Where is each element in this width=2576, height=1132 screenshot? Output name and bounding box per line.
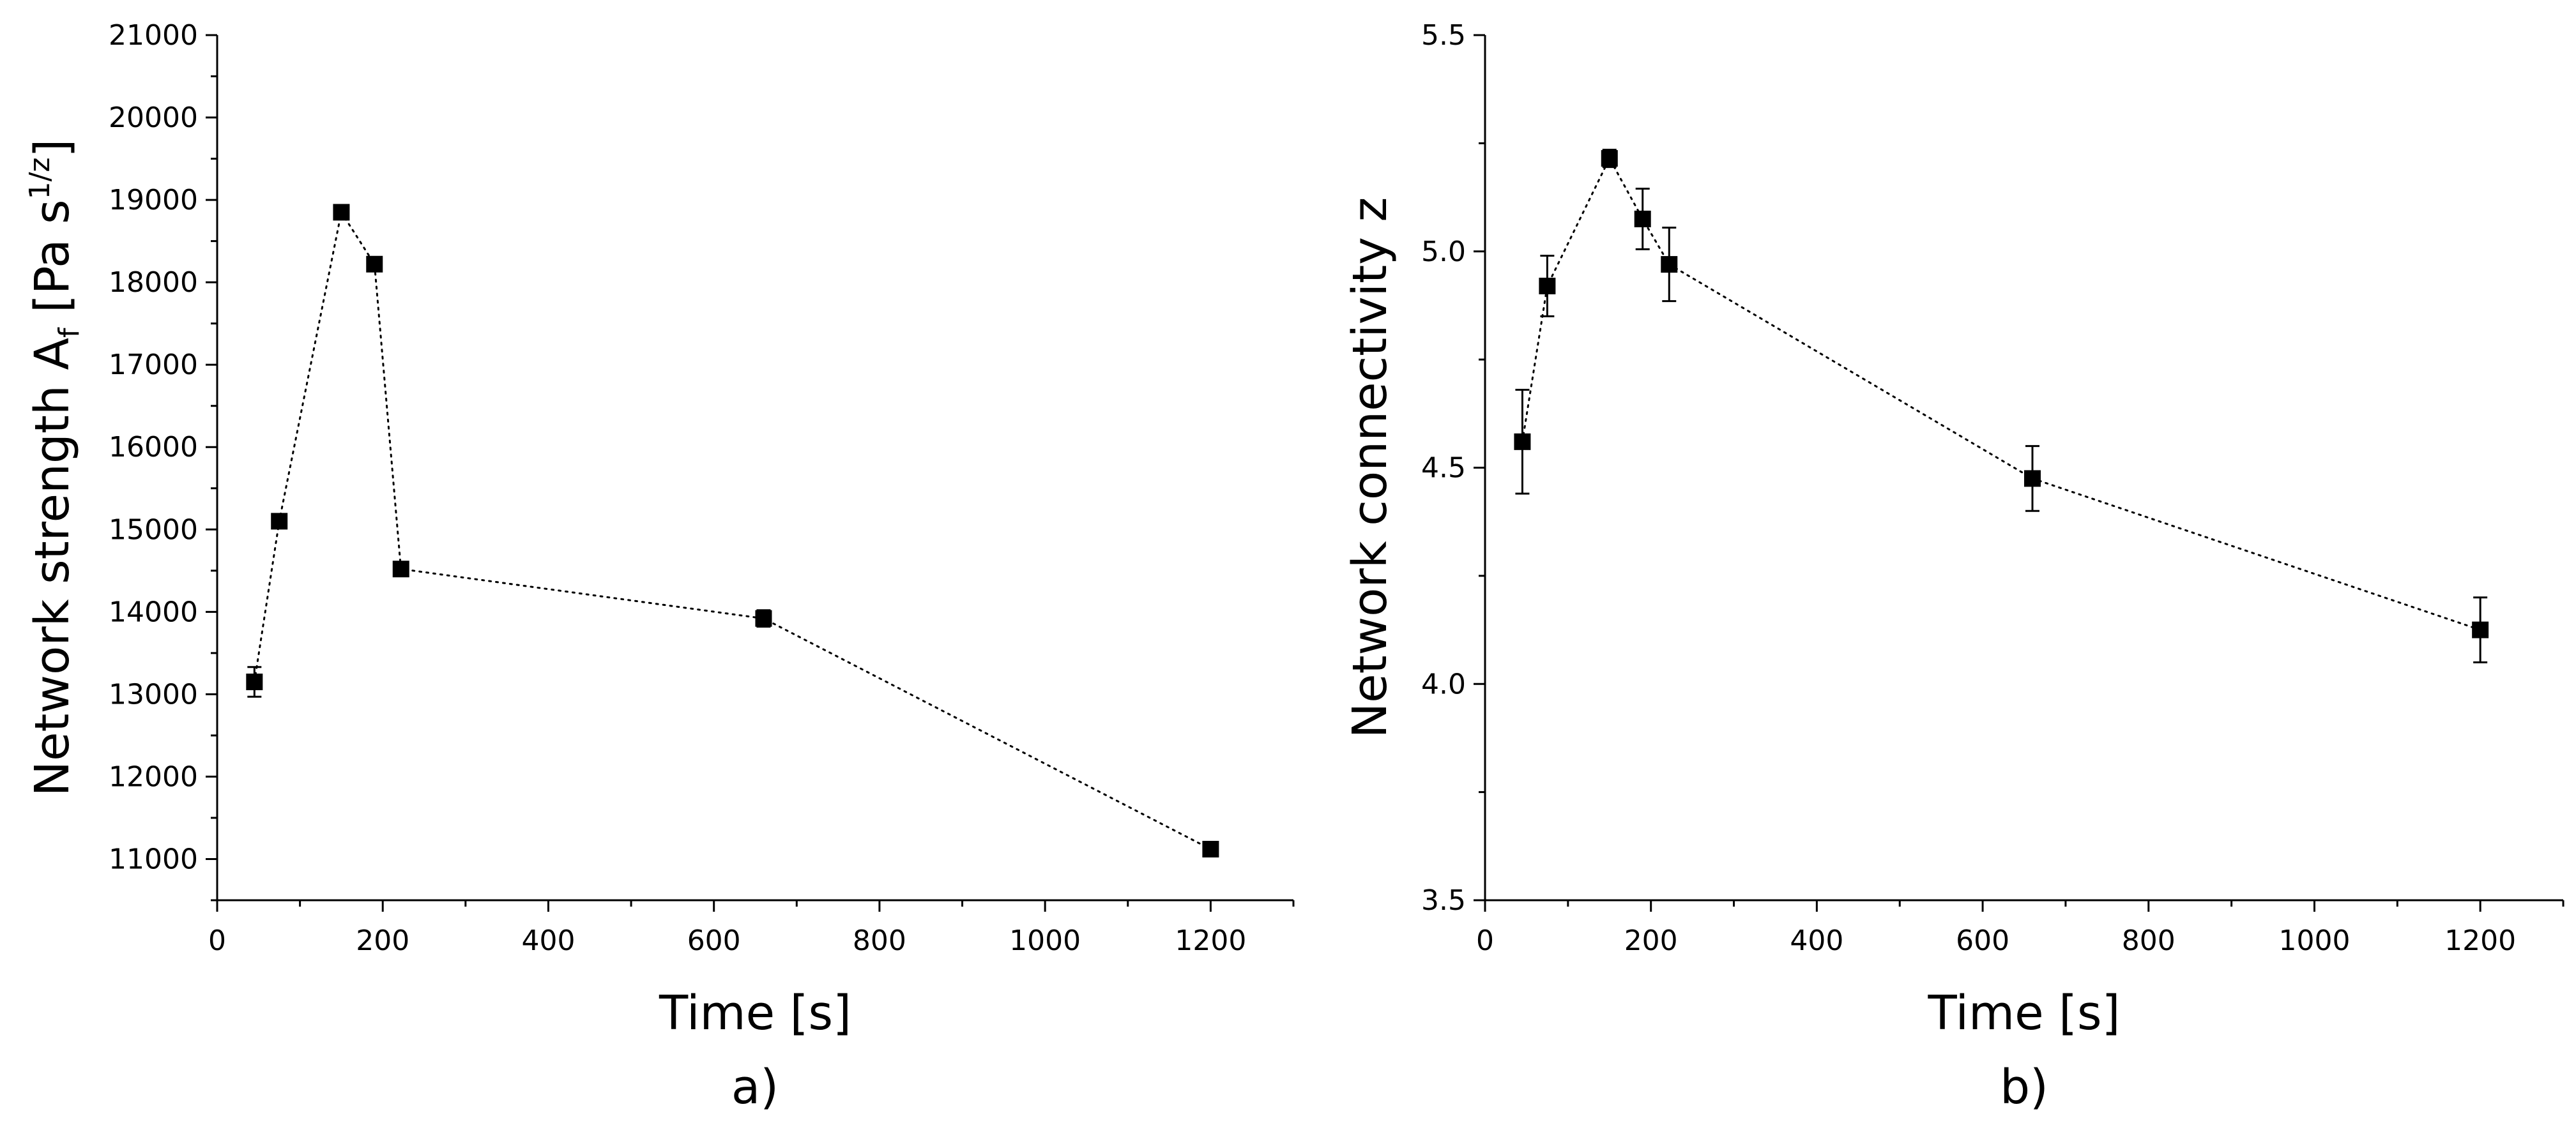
data-point [1514, 433, 1531, 450]
panel-b-network-connectivity-chart: 0 200 400 600 800 1000 1200 3.5 4.0 4.5 5.0 5.5 Time… [1343, 19, 2565, 1115]
x-axis-title: Time [s] [659, 986, 851, 1041]
y-axis-title: Network strength Af [Pa s1/z] [24, 139, 86, 797]
y-tick-label: 5.0 [1421, 236, 1466, 268]
y-tick-label: 4.5 [1421, 452, 1466, 485]
y-axis-title: Network connectivity z [1343, 197, 1398, 739]
x-axis-title: Time [s] [1928, 986, 2121, 1041]
y-tick-label: 14000 [109, 596, 198, 628]
x-tick-label: 1200 [2444, 924, 2516, 957]
data-point [2472, 621, 2489, 638]
x-tick-label: 600 [1956, 924, 2009, 957]
data-point [246, 674, 263, 691]
panel-a-network-strength-chart: 0 200 400 600 800 1000 1200 11000 12000 13000 1400… [24, 19, 1295, 1115]
y-tick-label: 17000 [109, 349, 198, 381]
y-tick-label: 16000 [109, 431, 198, 464]
y-tick-label: 15000 [109, 513, 198, 546]
x-tick-label: 200 [356, 924, 409, 957]
y-tick-label: 5.5 [1421, 19, 1466, 52]
x-tick-label: 1000 [1009, 924, 1081, 957]
y-tick-label: 18000 [109, 266, 198, 299]
y-tick-label: 12000 [109, 760, 198, 793]
x-tick-label: 0 [1476, 924, 1494, 957]
series-connector-line [1521, 156, 2481, 631]
data-point [755, 610, 772, 627]
x-tick-label: 0 [208, 924, 226, 957]
data-point [366, 255, 383, 273]
data-point [1202, 840, 1219, 857]
data-point [1634, 210, 1651, 227]
x-tick-label: 400 [1790, 924, 1843, 957]
data-point [392, 561, 409, 578]
y-tick-label: 3.5 [1421, 884, 1466, 917]
x-tick-label: 200 [1624, 924, 1678, 957]
y-tick-label: 19000 [109, 184, 198, 216]
y-tick-label: 21000 [109, 19, 198, 52]
data-point [1661, 256, 1678, 273]
x-tick-label: 800 [2122, 924, 2176, 957]
series-connector-line [253, 209, 1212, 850]
x-tick-label: 600 [687, 924, 741, 957]
y-tick-label: 11000 [109, 843, 198, 875]
y-tick-label: 13000 [109, 678, 198, 711]
panel-label: a) [731, 1060, 779, 1115]
x-tick-label: 400 [521, 924, 575, 957]
x-tick-label: 1000 [2278, 924, 2350, 957]
data-point [1601, 150, 1618, 167]
data-point [271, 513, 288, 530]
data-point [333, 204, 350, 221]
y-tick-label: 20000 [109, 102, 198, 134]
panel-label: b) [2000, 1060, 2048, 1115]
y-tick-label: 4.0 [1421, 668, 1466, 700]
x-tick-label: 1200 [1175, 924, 1246, 957]
x-tick-label: 800 [853, 924, 906, 957]
data-point [2023, 470, 2041, 487]
data-point [1539, 277, 1556, 294]
